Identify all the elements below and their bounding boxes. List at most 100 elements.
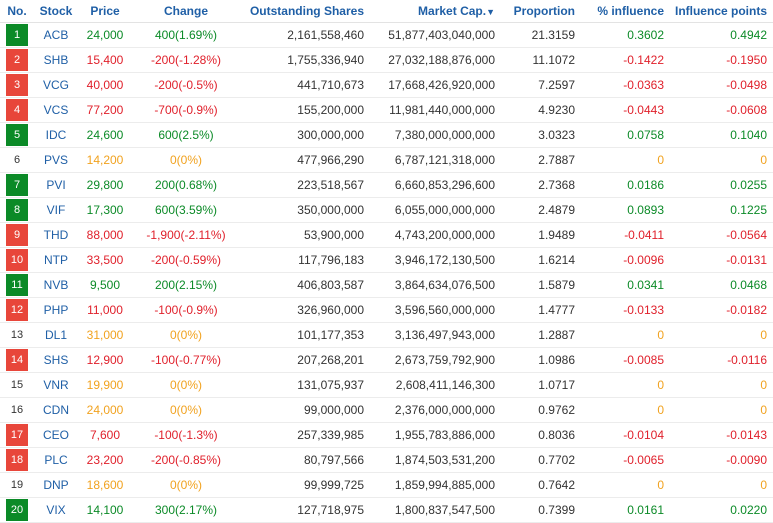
stock-cell: CEO [34, 422, 78, 448]
header-price: Price [78, 0, 132, 23]
rank-badge: 17 [6, 424, 28, 446]
stock-symbol-link[interactable]: IDC [45, 128, 67, 142]
stock-symbol-link[interactable]: PVS [43, 153, 68, 167]
rank-badge: 19 [10, 479, 24, 491]
price-cell: 11,000 [78, 297, 132, 323]
influence-points-cell: 0.1225 [670, 197, 773, 223]
market-cap-cell: 6,055,000,000,000 [370, 197, 501, 223]
rank-cell: 8 [0, 197, 34, 223]
rank-badge: 13 [10, 329, 24, 341]
header-market-cap[interactable]: Market Cap.▼ [370, 0, 501, 23]
change-cell: -100(-0.9%) [132, 297, 240, 323]
table-row: 7 PVI 29,800 200(0.68%) 223,518,567 6,660,853… [0, 172, 773, 198]
market-cap-cell: 2,376,000,000,000 [370, 397, 501, 423]
table-row: 20 VIX 14,100 300(2.17%) 127,718,975 1,800,83… [0, 497, 773, 523]
table-row: 9 THD 88,000 -1,900(-2.11%) 53,900,000 4,743,… [0, 222, 773, 248]
stock-cell: VCG [34, 72, 78, 98]
change-cell: -200(-0.5%) [132, 72, 240, 98]
stock-symbol-link[interactable]: CDN [43, 403, 69, 417]
rank-cell: 3 [0, 72, 34, 98]
pct-influence-cell: 0.0186 [581, 172, 670, 198]
market-cap-cell: 1,874,503,531,200 [370, 447, 501, 473]
outstanding-shares-cell: 223,518,567 [240, 172, 370, 198]
table-header-row: No. Stock Price Change Outstanding Share… [0, 0, 773, 23]
influence-points-cell: 0.0255 [670, 172, 773, 198]
price-cell: 24,600 [78, 122, 132, 148]
price-cell: 33,500 [78, 247, 132, 273]
stock-symbol-link[interactable]: PVI [46, 178, 66, 192]
table-row: 10 NTP 33,500 -200(-0.59%) 117,796,183 3,946,… [0, 247, 773, 273]
price-cell: 9,500 [78, 272, 132, 298]
change-cell: -700(-0.9%) [132, 97, 240, 123]
price-cell: 77,200 [78, 97, 132, 123]
market-cap-cell: 3,136,497,943,000 [370, 322, 501, 348]
influence-points-cell: -0.0131 [670, 247, 773, 273]
stock-cell: ACB [34, 22, 78, 48]
stock-symbol-link[interactable]: VIF [46, 203, 66, 217]
table-row: 8 VIF 17,300 600(3.59%) 350,000,000 6,055,000… [0, 197, 773, 223]
outstanding-shares-cell: 300,000,000 [240, 122, 370, 148]
rank-badge: 20 [6, 499, 28, 521]
stock-symbol-link[interactable]: NVB [43, 278, 69, 292]
price-cell: 24,000 [78, 397, 132, 423]
change-cell: -200(-0.59%) [132, 247, 240, 273]
price-cell: 24,000 [78, 22, 132, 48]
stock-symbol-link[interactable]: ACB [43, 28, 69, 42]
outstanding-shares-cell: 1,755,336,940 [240, 47, 370, 73]
table-row: 19 DNP 18,600 0(0%) 99,999,725 1,859,994,885,… [0, 472, 773, 498]
rank-badge: 11 [6, 274, 28, 296]
stock-symbol-link[interactable]: VIX [46, 503, 66, 517]
table-row: 2 SHB 15,400 -200(-1.28%) 1,755,336,940 27,03… [0, 47, 773, 73]
proportion-cell: 1.0717 [501, 372, 581, 398]
table-body: 1 ACB 24,000 400(1.69%) 2,161,558,460 51,877,… [0, 22, 773, 523]
stock-cell: PVS [34, 147, 78, 173]
change-cell: 400(1.69%) [132, 22, 240, 48]
pct-influence-cell: -0.0065 [581, 447, 670, 473]
header-proportion: Proportion [501, 0, 581, 23]
stock-symbol-link[interactable]: VNR [43, 378, 69, 392]
proportion-cell: 2.4879 [501, 197, 581, 223]
proportion-cell: 4.9230 [501, 97, 581, 123]
change-cell: 0(0%) [132, 472, 240, 498]
rank-badge: 3 [6, 74, 28, 96]
stock-symbol-link[interactable]: SHB [43, 53, 69, 67]
rank-badge: 16 [10, 404, 24, 416]
price-cell: 31,000 [78, 322, 132, 348]
pct-influence-cell: 0.0893 [581, 197, 670, 223]
stock-symbol-link[interactable]: DNP [43, 478, 69, 492]
rank-cell: 12 [0, 297, 34, 323]
rank-badge: 9 [6, 224, 28, 246]
stock-symbol-link[interactable]: VCS [43, 103, 69, 117]
market-cap-cell: 3,864,634,076,500 [370, 272, 501, 298]
rank-badge: 15 [10, 379, 24, 391]
change-cell: 600(3.59%) [132, 197, 240, 223]
pct-influence-cell: -0.0411 [581, 222, 670, 248]
rank-cell: 15 [0, 372, 34, 398]
change-cell: -200(-0.85%) [132, 447, 240, 473]
change-cell: 0(0%) [132, 322, 240, 348]
table-row: 16 CDN 24,000 0(0%) 99,000,000 2,376,000,000,… [0, 397, 773, 423]
stock-symbol-link[interactable]: CEO [42, 428, 69, 442]
rank-cell: 13 [0, 322, 34, 348]
table-row: 6 PVS 14,200 0(0%) 477,966,290 6,787,121,318,… [0, 147, 773, 173]
table-row: 1 ACB 24,000 400(1.69%) 2,161,558,460 51,877,… [0, 22, 773, 48]
outstanding-shares-cell: 406,803,587 [240, 272, 370, 298]
outstanding-shares-cell: 350,000,000 [240, 197, 370, 223]
stock-cell: PVI [34, 172, 78, 198]
stock-symbol-link[interactable]: DL1 [44, 328, 67, 342]
rank-cell: 20 [0, 497, 34, 523]
outstanding-shares-cell: 80,797,566 [240, 447, 370, 473]
influence-points-cell: -0.0143 [670, 422, 773, 448]
stock-symbol-link[interactable]: NTP [44, 253, 68, 267]
stock-cell: VIX [34, 497, 78, 523]
change-cell: -1,900(-2.11%) [132, 222, 240, 248]
proportion-cell: 2.7368 [501, 172, 581, 198]
stock-symbol-link[interactable]: THD [43, 228, 69, 242]
stock-symbol-link[interactable]: SHS [43, 353, 69, 367]
stock-cell: DNP [34, 472, 78, 498]
stock-symbol-link[interactable]: VCG [42, 78, 69, 92]
stock-cell: PHP [34, 297, 78, 323]
stock-cell: CDN [34, 397, 78, 423]
stock-symbol-link[interactable]: PHP [43, 303, 69, 317]
stock-symbol-link[interactable]: PLC [44, 453, 68, 467]
